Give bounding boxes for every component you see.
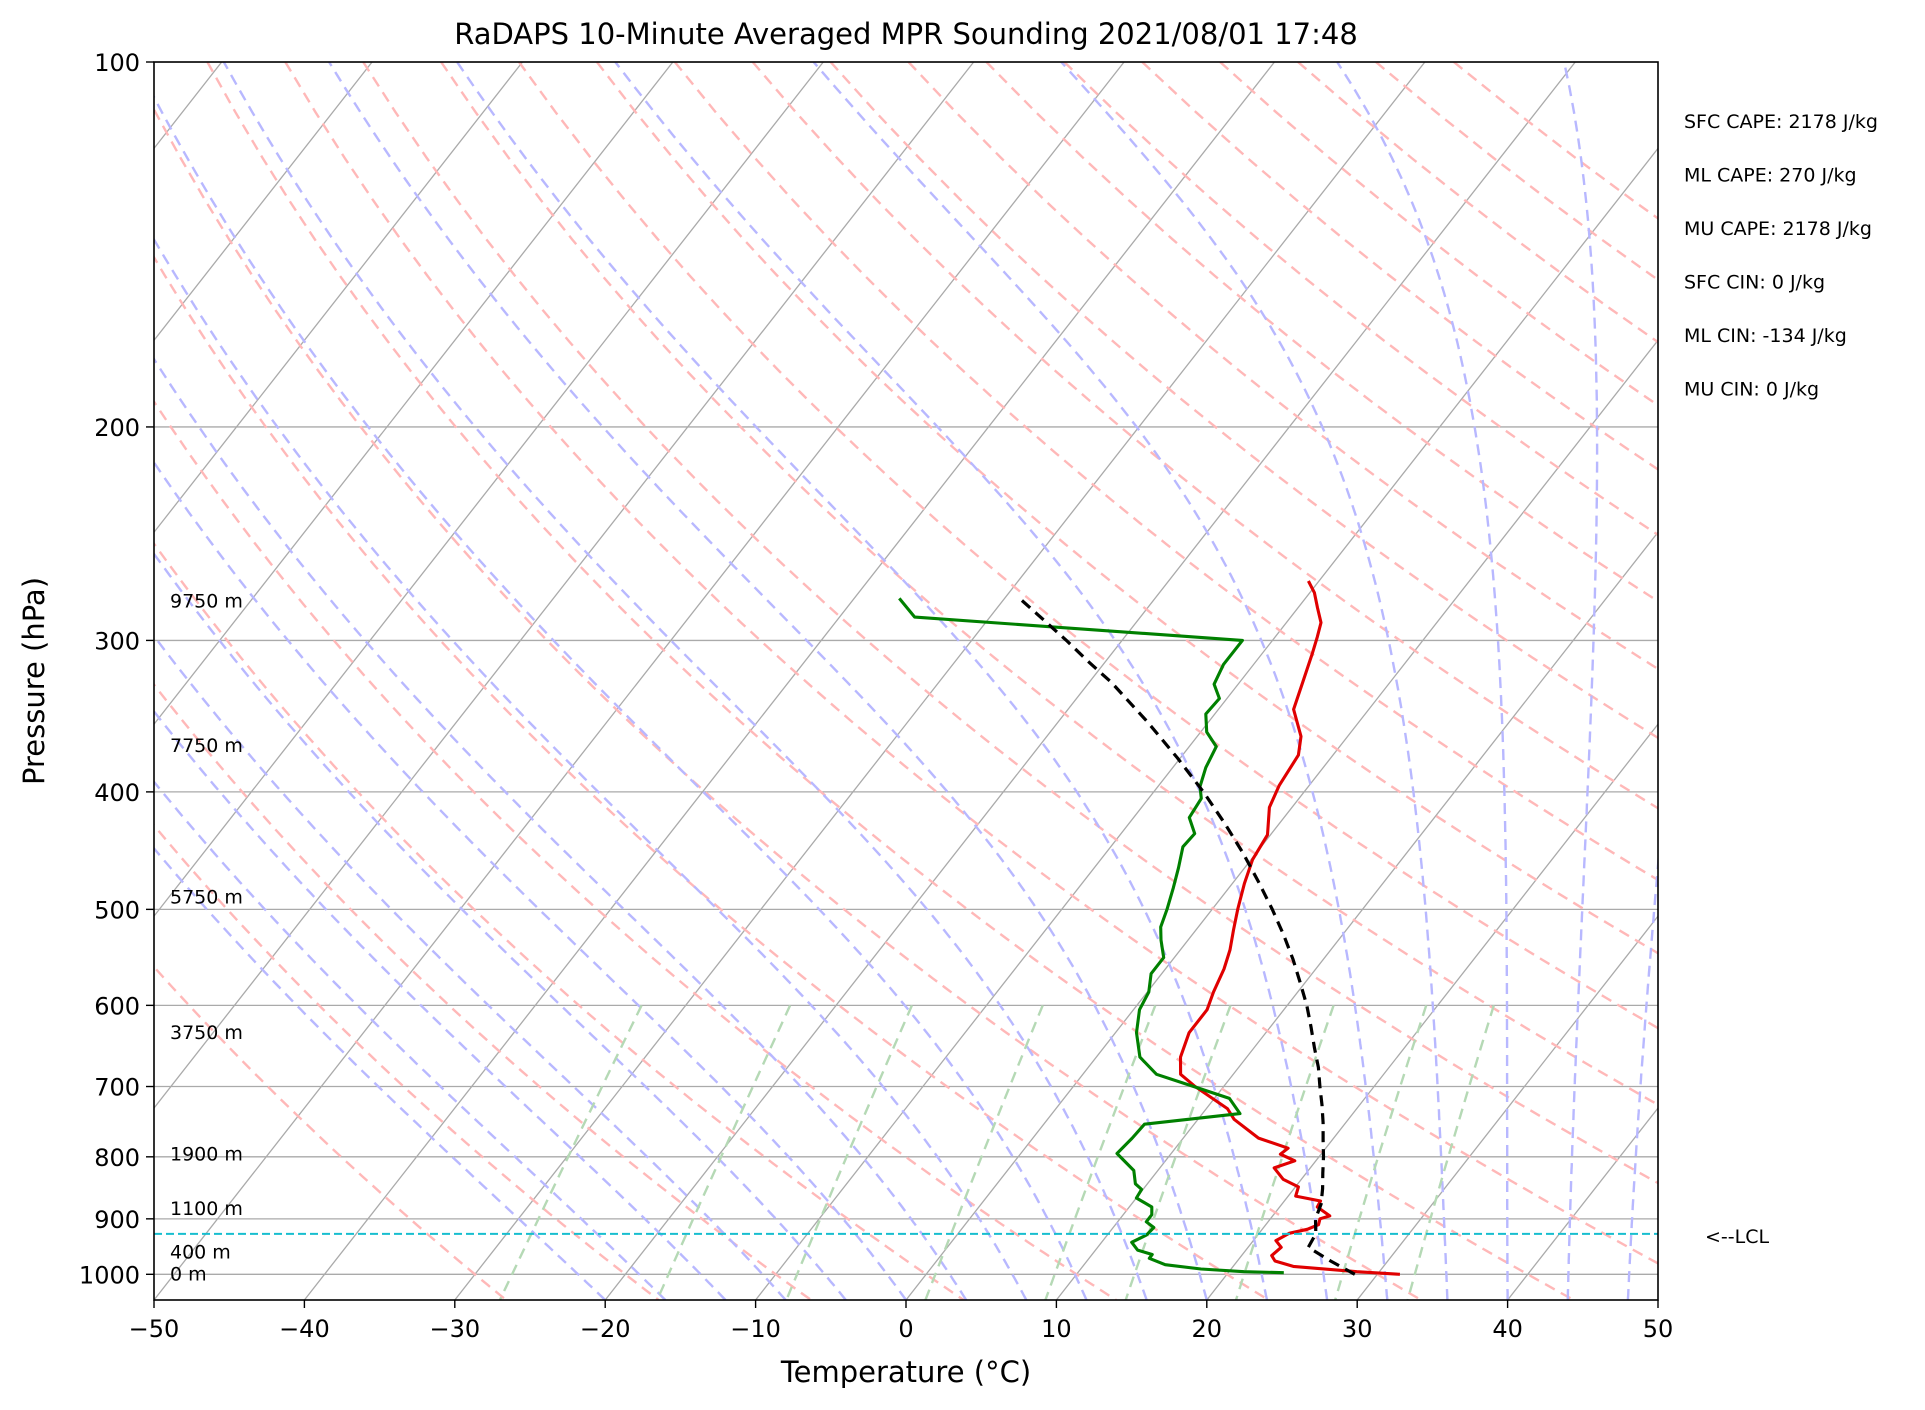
y-tick-label: 300: [94, 627, 140, 655]
index-annotation: SFC CIN: 0 J/kg: [1684, 272, 1825, 294]
y-tick-label: 100: [94, 49, 140, 77]
y-axis-label: Pressure (hPa): [17, 577, 51, 785]
y-tick-label: 400: [94, 779, 140, 807]
y-tick-label: 500: [94, 896, 140, 924]
x-tick-label: 30: [1342, 1315, 1373, 1343]
index-annotation: MU CAPE: 2178 J/kg: [1684, 218, 1872, 240]
x-tick-label: −30: [429, 1315, 480, 1343]
x-tick-label: −10: [730, 1315, 781, 1343]
y-tick-label: 1000: [79, 1261, 140, 1289]
chart-title: RaDAPS 10-Minute Averaged MPR Sounding 2…: [454, 17, 1358, 51]
height-label: 7750 m: [170, 735, 243, 757]
x-tick-label: 10: [1041, 1315, 1072, 1343]
x-tick-label: −50: [129, 1315, 180, 1343]
y-tick-label: 800: [94, 1144, 140, 1172]
y-tick-label: 700: [94, 1074, 140, 1102]
height-label: 400 m: [170, 1242, 231, 1264]
x-tick-label: 20: [1192, 1315, 1223, 1343]
index-annotation: MU CIN: 0 J/kg: [1684, 379, 1819, 401]
index-annotation: ML CIN: -134 J/kg: [1684, 325, 1847, 347]
x-tick-label: 0: [898, 1315, 913, 1343]
x-tick-label: 50: [1643, 1315, 1674, 1343]
index-annotation: ML CAPE: 270 J/kg: [1684, 165, 1857, 187]
height-label: 1900 m: [170, 1144, 243, 1166]
x-tick-label: −40: [279, 1315, 330, 1343]
height-label: 9750 m: [170, 590, 243, 612]
height-label: 0 m: [170, 1263, 207, 1285]
height-label: 1100 m: [170, 1198, 243, 1220]
y-tick-label: 900: [94, 1206, 140, 1234]
height-label: 3750 m: [170, 1022, 243, 1044]
lcl-label: <--LCL: [1705, 1226, 1769, 1248]
y-tick-label: 600: [94, 992, 140, 1020]
x-tick-label: 40: [1492, 1315, 1523, 1343]
index-annotation: SFC CAPE: 2178 J/kg: [1684, 111, 1878, 133]
y-tick-label: 200: [94, 414, 140, 442]
height-label: 5750 m: [170, 887, 243, 909]
x-tick-label: −20: [580, 1315, 631, 1343]
x-axis-label: Temperature (°C): [780, 1355, 1031, 1389]
